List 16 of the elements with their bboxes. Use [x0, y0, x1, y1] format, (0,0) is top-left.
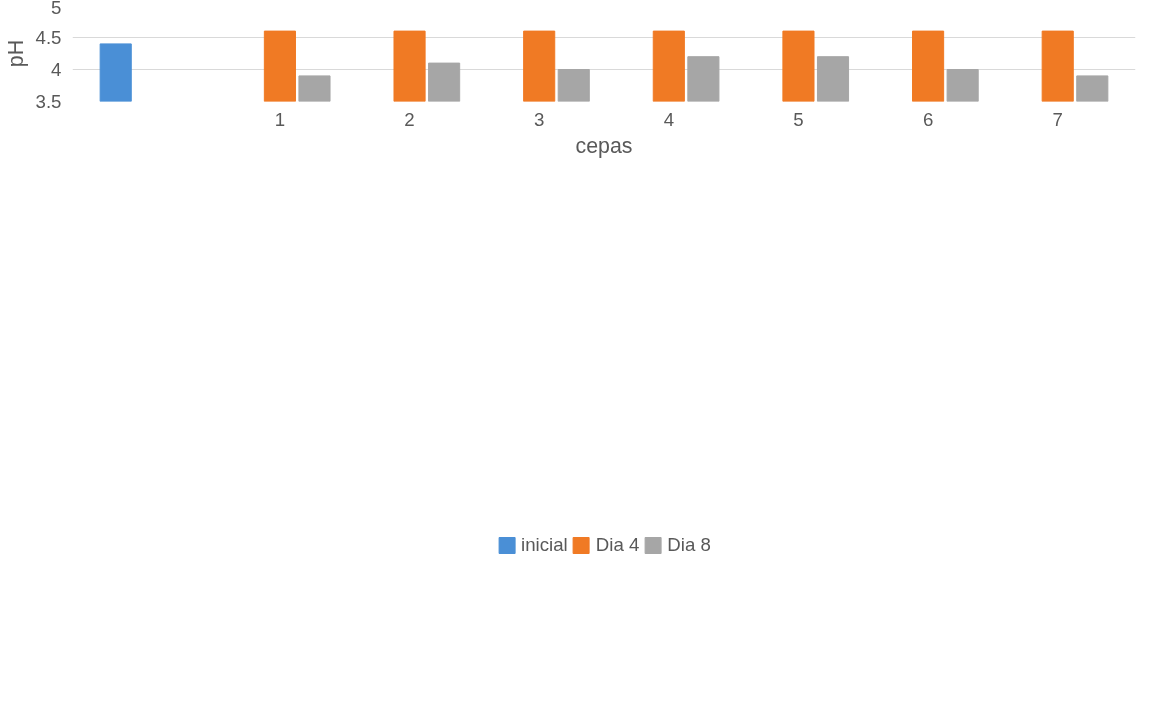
y-tick-label: 4.5 [35, 27, 62, 48]
x-tick-label: 7 [1052, 108, 1063, 130]
x-tick-label: 3 [534, 108, 545, 130]
legend-label: Dia 4 [595, 533, 640, 556]
x-tick-label: 4 [663, 108, 675, 130]
x-tick-label: 6 [922, 108, 934, 130]
y-tick-label: 4 [51, 59, 62, 80]
x-tick-label: 1 [274, 108, 286, 130]
y-tick-label: 3.5 [35, 91, 62, 112]
x-axis-title: cepas [575, 133, 633, 158]
legend-label: Dia 8 [667, 533, 711, 556]
legend-label: inicial [521, 533, 568, 556]
x-tick-label: 5 [793, 108, 804, 130]
x-tick-label: 2 [404, 108, 415, 130]
y-axis-title: pH [3, 39, 28, 68]
y-tick-label: 5 [51, 0, 62, 18]
